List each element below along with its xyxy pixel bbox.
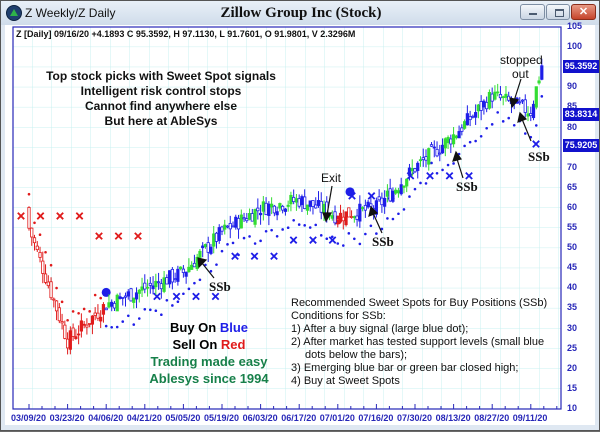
promo-line: Intelligent risk control stops <box>31 84 291 99</box>
x-tick-label: 08/13/20 <box>436 413 471 423</box>
condition-item: 2) After market has tested support level… <box>291 336 547 349</box>
y-tick-label: 15 <box>567 383 577 393</box>
y-tick-label: 45 <box>567 262 577 272</box>
condition-item: 3) Emerging blue bar or green bar closed… <box>291 362 547 375</box>
last-price-tag: 95.3592 <box>563 60 599 73</box>
y-tick-label: 70 <box>567 162 577 172</box>
buy-sell-legend: Buy On Blue Sell On Red Trading made eas… <box>139 319 279 387</box>
y-tick-label: 105 <box>567 21 582 31</box>
stopped-out-annotation: stopped <box>500 53 543 67</box>
y-tick-label: 30 <box>567 323 577 333</box>
ssb-label: SSb <box>209 279 231 295</box>
x-tick-label: 08/27/20 <box>474 413 509 423</box>
condition-item: 4) Buy at Sweet Spots <box>291 375 547 388</box>
y-tick-label: 100 <box>567 41 582 51</box>
x-tick-label: 09/11/20 <box>513 413 548 423</box>
y-tick-label: 60 <box>567 202 577 212</box>
ssb-label: SSb <box>528 149 550 165</box>
stopped-out-annotation: out <box>512 67 529 81</box>
conditions-title: Recommended Sweet Spots for Buy Position… <box>291 297 547 310</box>
x-tick-label: 07/16/20 <box>358 413 393 423</box>
promo-line: Cannot find anywhere else <box>31 99 291 114</box>
ohlc-readout: Z [Daily] 09/16/20 +4.1893 C 95.3592, H … <box>16 29 355 39</box>
y-tick-label: 25 <box>567 343 577 353</box>
ssb-label: SSb <box>372 234 394 250</box>
x-tick-label: 05/19/20 <box>204 413 239 423</box>
y-tick-label: 20 <box>567 363 577 373</box>
promo-line: Top stock picks with Sweet Spot signals <box>31 69 291 84</box>
y-tick-label: 65 <box>567 182 577 192</box>
x-tick-label: 06/03/20 <box>243 413 278 423</box>
x-tick-label: 03/23/20 <box>50 413 85 423</box>
y-tick-label: 35 <box>567 302 577 312</box>
x-tick-label: 03/09/20 <box>11 413 46 423</box>
x-tick-label: 04/06/20 <box>88 413 123 423</box>
ssb-label: SSb <box>456 179 478 195</box>
exit-annotation: Exit <box>321 171 341 185</box>
sell-color-word: Red <box>221 337 246 352</box>
y-tick-label: 50 <box>567 242 577 252</box>
y-tick-label: 10 <box>567 403 577 413</box>
y-tick-label: 40 <box>567 282 577 292</box>
conditions-subtitle: Conditions for SSb: <box>291 310 547 323</box>
chart-window: Z Weekly/Z Daily Zillow Group Inc (Stock… <box>0 0 600 431</box>
y-tick-label: 80 <box>567 122 577 132</box>
x-tick-label: 06/17/20 <box>281 413 316 423</box>
y-tick-label: 90 <box>567 81 577 91</box>
buy-label: Buy On <box>170 320 220 335</box>
buy-color-word: Blue <box>220 320 248 335</box>
x-tick-label: 04/21/20 <box>127 413 162 423</box>
ssb-conditions: Recommended Sweet Spots for Buy Position… <box>291 297 547 388</box>
x-tick-label: 07/01/20 <box>320 413 355 423</box>
tagline: Trading made easy <box>139 353 279 370</box>
y-tick-label: 55 <box>567 222 577 232</box>
promo-text: Top stock picks with Sweet Spot signals … <box>31 69 291 129</box>
condition-item: dots below the bars); <box>291 349 547 362</box>
condition-item: 1) After a buy signal (large blue dot); <box>291 323 547 336</box>
support-price-tag: 75.9205 <box>563 139 599 152</box>
x-tick-label: 07/30/20 <box>397 413 432 423</box>
promo-line: But here at AbleSys <box>31 114 291 129</box>
x-tick-label: 05/05/20 <box>165 413 200 423</box>
stop-price-tag: 83.8314 <box>563 108 599 121</box>
tagline: Ablesys since 1994 <box>139 370 279 387</box>
sell-label: Sell On <box>173 337 221 352</box>
